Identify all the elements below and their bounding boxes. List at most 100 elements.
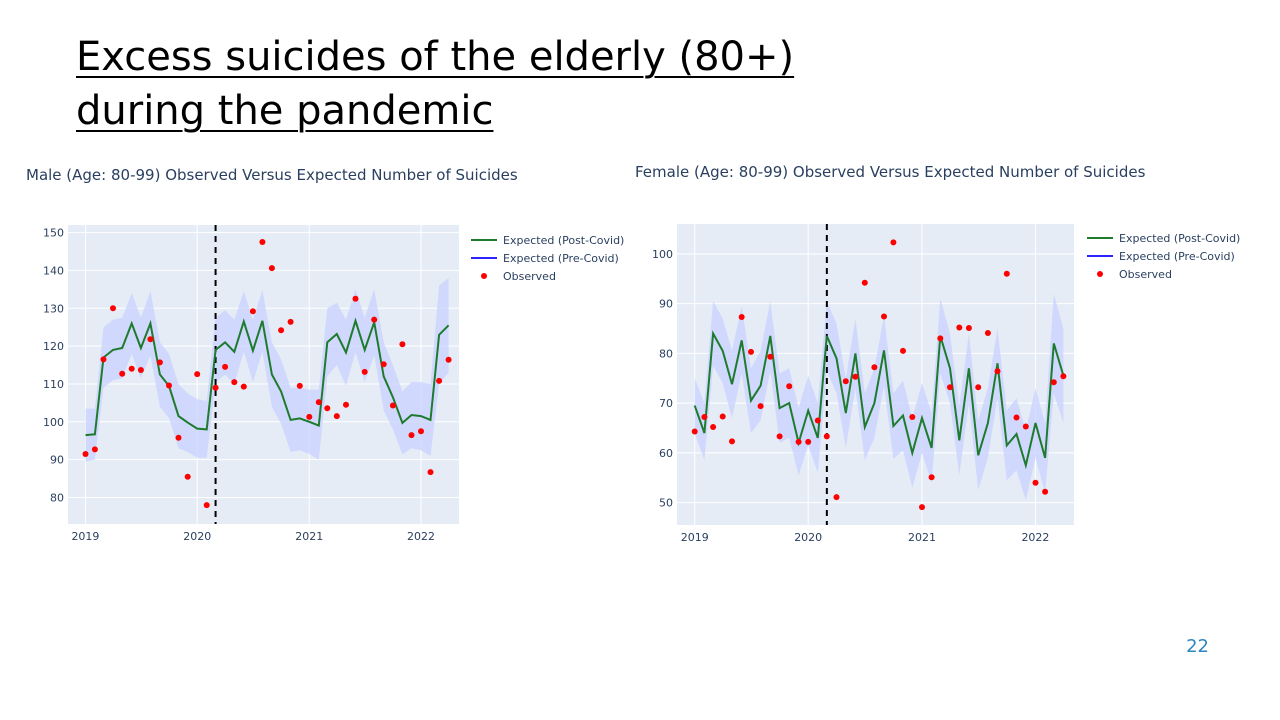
female-observed-point bbox=[814, 417, 821, 424]
male-observed-point bbox=[418, 428, 424, 435]
male-legend-observed-label: Observed bbox=[503, 270, 556, 283]
male-y-tick-label: 120 bbox=[43, 340, 64, 353]
male-observed-point bbox=[268, 265, 275, 272]
male-observed-point bbox=[333, 413, 340, 420]
male-observed-point bbox=[278, 327, 285, 334]
male-legend-expected-post-covid-label: Expected (Post-Covid) bbox=[503, 234, 624, 247]
female-x-tick-label: 2020 bbox=[794, 531, 822, 544]
female-observed-point bbox=[881, 313, 887, 320]
female-observed-point bbox=[701, 414, 708, 420]
male-y-tick-label: 150 bbox=[43, 227, 64, 240]
male-observed-point bbox=[306, 413, 313, 420]
female-observed-point bbox=[861, 279, 868, 286]
male-observed-point bbox=[91, 446, 98, 453]
male-observed-point bbox=[343, 401, 349, 408]
male-observed-point bbox=[166, 382, 172, 389]
male-observed-point bbox=[249, 308, 256, 315]
female-observed-point bbox=[909, 414, 916, 420]
male-observed-point bbox=[240, 383, 247, 390]
male-observed-point bbox=[315, 399, 322, 406]
male-y-tick-label: 130 bbox=[43, 302, 64, 315]
female-legend-expected-pre-covid-label: Expected (Pre-Covid) bbox=[1119, 250, 1235, 263]
female-observed-point bbox=[795, 438, 802, 445]
female-observed-point bbox=[965, 325, 972, 331]
female-observed-point bbox=[947, 384, 953, 391]
slide-title-line-1: Excess suicides of the elderly (80+) bbox=[76, 34, 795, 80]
female-y-tick-label: 70 bbox=[659, 397, 673, 410]
female-expected-band bbox=[694, 293, 1064, 501]
female-y-tick-label: 100 bbox=[652, 248, 673, 261]
female-observed-point bbox=[1003, 270, 1010, 277]
male-observed-point bbox=[222, 363, 229, 370]
male-x-tick-label: 2019 bbox=[71, 530, 99, 543]
female-legend-observed-swatch bbox=[1097, 271, 1103, 277]
male-observed-point bbox=[389, 402, 396, 409]
male-observed-point bbox=[399, 341, 406, 348]
male-observed-point bbox=[100, 356, 107, 363]
female-legend-observed-label: Observed bbox=[1119, 268, 1172, 281]
female-observed-point bbox=[994, 368, 1001, 375]
female-x-tick-label: 2019 bbox=[681, 531, 709, 544]
male-y-tick-label: 90 bbox=[50, 454, 64, 467]
male-observed-point bbox=[380, 361, 387, 368]
female-legend-expected-post-covid-label: Expected (Post-Covid) bbox=[1119, 232, 1240, 245]
female-observed-point bbox=[937, 335, 944, 342]
male-observed-point bbox=[408, 432, 415, 439]
male-chart-title: Male (Age: 80-99) Observed Versus Expect… bbox=[26, 166, 518, 184]
male-observed-point bbox=[445, 356, 452, 363]
male-observed-point bbox=[231, 379, 238, 386]
female-y-tick-label: 90 bbox=[659, 298, 673, 311]
female-observed-point bbox=[691, 428, 698, 435]
female-observed-point bbox=[1013, 414, 1020, 421]
female-observed-point bbox=[719, 413, 726, 420]
male-observed-point bbox=[194, 371, 201, 378]
female-observed-point bbox=[1060, 373, 1067, 380]
male-observed-point bbox=[128, 365, 135, 372]
female-observed-point bbox=[805, 438, 812, 445]
female-x-tick-label: 2022 bbox=[1021, 531, 1049, 544]
female-observed-point bbox=[975, 384, 982, 391]
page-number: 22 bbox=[1186, 636, 1209, 657]
slide-title-line-2: during the pandemic bbox=[76, 88, 494, 134]
female-observed-point bbox=[767, 353, 774, 360]
male-observed-point bbox=[119, 370, 126, 377]
male-x-tick-label: 2022 bbox=[407, 530, 435, 543]
female-observed-point bbox=[748, 348, 754, 355]
male-observed-point bbox=[371, 316, 378, 323]
female-observed-point bbox=[1050, 379, 1057, 386]
male-y-tick-label: 100 bbox=[43, 416, 64, 429]
female-observed-point bbox=[738, 314, 745, 320]
male-observed-point bbox=[147, 336, 154, 343]
male-observed-point bbox=[203, 502, 210, 509]
female-expected-post-covid-line bbox=[693, 330, 1065, 470]
female-observed-point bbox=[823, 433, 830, 440]
male-observed-point bbox=[436, 377, 443, 384]
female-observed-point bbox=[956, 324, 963, 331]
male-y-tick-label: 80 bbox=[50, 492, 64, 505]
female-observed-point bbox=[833, 494, 840, 501]
male-observed-point bbox=[296, 382, 303, 389]
slide-title: Excess suicides of the elderly (80+) dur… bbox=[76, 30, 794, 138]
male-observed-point bbox=[212, 384, 219, 391]
female-observed-point bbox=[757, 403, 764, 410]
male-observed-point bbox=[361, 368, 368, 375]
male-observed-point bbox=[137, 367, 144, 373]
female-observed-point bbox=[852, 373, 859, 380]
male-observed-point bbox=[156, 359, 163, 366]
male-observed-point bbox=[427, 469, 434, 476]
female-x-tick-label: 2021 bbox=[908, 531, 936, 544]
female-observed-point bbox=[786, 383, 793, 390]
male-x-tick-label: 2021 bbox=[295, 530, 323, 543]
male-legend-observed-swatch bbox=[481, 273, 487, 279]
female-observed-point bbox=[900, 347, 906, 354]
female-observed-point bbox=[1032, 479, 1039, 486]
male-observed-point bbox=[287, 318, 294, 325]
male-observed-point bbox=[110, 305, 116, 312]
male-observed-point bbox=[324, 405, 331, 412]
female-observed-point bbox=[890, 239, 897, 246]
male-observed-point bbox=[175, 434, 182, 441]
male-observed-point bbox=[82, 451, 89, 457]
female-observed-point bbox=[871, 364, 878, 371]
